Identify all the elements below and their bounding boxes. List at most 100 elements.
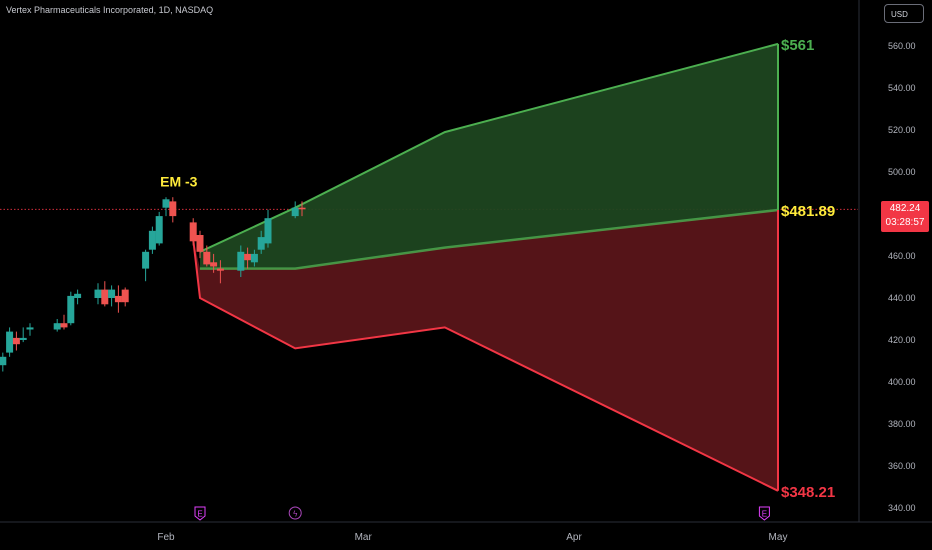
currency-button[interactable]: USD	[884, 4, 924, 23]
candle-body	[264, 218, 272, 244]
candle	[121, 287, 129, 307]
dividend-marker[interactable]: ϟ	[288, 506, 302, 520]
candle-body	[6, 331, 14, 353]
price-tick-label: 440.00	[888, 293, 916, 303]
earnings-icon	[194, 506, 206, 521]
annotation-label: $348.21	[781, 484, 835, 501]
candlestick-series	[0, 197, 306, 372]
candle	[196, 230, 204, 259]
candle	[291, 201, 299, 219]
earnings-marker[interactable]: E	[194, 506, 206, 521]
candle-body	[12, 337, 20, 345]
last-price-value: 482.24	[889, 203, 921, 214]
symbol-title: Vertex Pharmaceuticals Incorporated, 1D,…	[6, 5, 214, 15]
candle-body	[298, 207, 306, 210]
candle	[162, 197, 170, 217]
last-price-tag: 482.24 03:28:57	[881, 201, 929, 232]
candle	[189, 218, 197, 246]
price-axis[interactable]: 340.00 360.00 380.00 400.00 420.00 440.00 460.…	[858, 0, 916, 522]
candle	[244, 247, 252, 269]
price-tick-label: 460.00	[888, 251, 916, 261]
price-tick-label: 520.00	[888, 125, 916, 135]
candle	[237, 245, 245, 277]
price-tick-label: 340.00	[888, 503, 916, 513]
candle	[12, 331, 20, 351]
lower-range-fill	[193, 210, 778, 491]
price-tick-label: 540.00	[888, 83, 916, 93]
candle	[203, 245, 211, 267]
candle-body	[74, 293, 82, 298]
candle-body	[250, 253, 258, 263]
candle-body	[114, 295, 122, 303]
candle	[101, 281, 109, 307]
time-axis[interactable]: Feb Mar Apr May	[0, 521, 932, 543]
candle-body	[203, 251, 211, 265]
candle	[155, 211, 163, 246]
candle-body	[155, 216, 163, 244]
candle-body	[244, 253, 252, 261]
candle-body	[148, 230, 156, 250]
candle	[53, 319, 61, 332]
price-tick-label: 380.00	[888, 419, 916, 429]
candle-body	[291, 207, 299, 217]
candle	[19, 327, 27, 343]
candle-body	[216, 268, 224, 271]
time-tick-label: Mar	[355, 532, 373, 543]
annotation-label: $561	[781, 37, 814, 54]
candle-body	[189, 222, 197, 242]
earnings-marker[interactable]: E	[758, 506, 770, 521]
candle	[142, 249, 150, 282]
annotations: EM -3 $561 $481.89 $348.21	[160, 37, 835, 501]
candle-body	[257, 237, 265, 250]
candle-body	[142, 251, 150, 269]
candle	[114, 285, 122, 313]
earnings-icon	[758, 506, 770, 521]
time-tick-label: May	[769, 532, 788, 543]
candle-body	[196, 235, 204, 252]
candle	[6, 327, 14, 357]
candle-body	[108, 289, 116, 298]
candle-body	[60, 323, 68, 328]
candle-body	[0, 356, 7, 366]
candle	[94, 283, 102, 305]
candle-body	[237, 251, 245, 271]
dividend-icon	[288, 506, 302, 520]
candle	[216, 260, 224, 284]
lower-range-line	[192, 239, 779, 492]
candle-body	[19, 337, 27, 340]
candle-body	[121, 289, 129, 303]
annotation-label: EM -3	[160, 174, 198, 190]
price-tick-label: 400.00	[888, 377, 916, 387]
price-tick-label: 360.00	[888, 461, 916, 471]
time-tick-label: Apr	[566, 532, 582, 543]
candle	[298, 201, 306, 217]
event-glyph: E	[762, 510, 767, 519]
event-glyph: E	[197, 510, 202, 519]
candle-body	[210, 262, 218, 267]
candle	[60, 314, 68, 330]
candle	[0, 352, 7, 372]
annotation-label: $481.89	[781, 203, 835, 220]
candle	[210, 253, 218, 273]
price-tick-label: 420.00	[888, 335, 916, 345]
candle	[250, 249, 258, 267]
candle-body	[67, 295, 75, 324]
candle-body	[53, 323, 61, 330]
candle-body	[169, 201, 177, 217]
candle-body	[94, 289, 102, 298]
candle-body	[26, 327, 34, 330]
candle-body	[162, 199, 170, 208]
candle	[169, 197, 177, 223]
price-tick-label: 560.00	[888, 41, 916, 51]
upper-range-line	[199, 42, 779, 253]
candle	[264, 209, 272, 248]
candle-body	[101, 289, 109, 305]
projection-cone	[0, 42, 858, 492]
upper-range-fill	[200, 43, 778, 269]
event-glyph: ϟ	[293, 510, 298, 519]
time-tick-label: Feb	[157, 532, 175, 543]
candle	[257, 230, 265, 254]
candle	[67, 291, 75, 326]
price-tick-label: 500.00	[888, 167, 916, 177]
